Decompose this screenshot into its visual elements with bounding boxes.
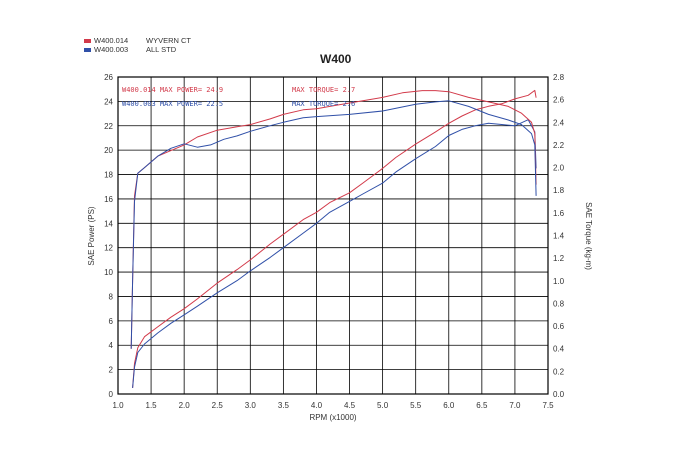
y2-tick-label: 2.2	[553, 141, 565, 150]
x-tick-label: 5.5	[410, 401, 422, 410]
legend-entry-red: W400.014 WYVERN CT	[84, 36, 191, 45]
x-tick-label: 6.5	[476, 401, 488, 410]
x-tick-label: 1.5	[146, 401, 158, 410]
y-tick-label: 16	[104, 195, 113, 204]
y-tick-label: 10	[104, 268, 113, 277]
y-tick-label: 14	[104, 219, 113, 228]
y-tick-label: 22	[104, 122, 113, 131]
x-tick-label: 5.0	[377, 401, 389, 410]
x-tick-label: 4.5	[344, 401, 356, 410]
y2-tick-label: 1.2	[553, 254, 565, 263]
y2-axis-label: SAE Torque (kg-m)	[584, 202, 593, 270]
y-tick-label: 12	[104, 244, 113, 253]
annotation-red-power: W400.014 MAX POWER= 24.9	[122, 86, 223, 94]
y-tick-label: 26	[104, 73, 113, 82]
legend-entry-blue: W400.003 ALL STD	[84, 45, 191, 54]
legend-desc-blue: ALL STD	[146, 45, 177, 54]
y2-tick-label: 1.6	[553, 209, 565, 218]
x-tick-label: 2.5	[212, 401, 224, 410]
y-tick-label: 2	[109, 366, 114, 375]
x-tick-label: 7.0	[509, 401, 521, 410]
grid	[117, 76, 549, 395]
chart-title: W400	[320, 52, 352, 66]
legend-swatch-red	[84, 38, 91, 43]
annotation-blue-power: W400.003 MAX POWER= 22.5	[122, 100, 223, 108]
y-tick-label: 6	[109, 317, 114, 326]
legend-name-blue: W400.003	[94, 45, 129, 54]
y2-tick-label: 0.8	[553, 299, 565, 308]
y2-tick-label: 0.4	[553, 345, 565, 354]
x-tick-label: 2.0	[179, 401, 191, 410]
y2-tick-label: 2.4	[553, 118, 565, 127]
x-tick-label: 7.5	[542, 401, 554, 410]
y-tick-label: 24	[104, 97, 113, 106]
y2-tick-label: 2.0	[553, 164, 565, 173]
x-tick-label: 3.5	[278, 401, 290, 410]
annotation-blue-torque: MAX TORQUE= 2.6	[292, 100, 355, 108]
plot-frame	[117, 76, 549, 395]
legend-swatch-blue	[84, 47, 91, 52]
y2-tick-label: 1.8	[553, 186, 565, 195]
annotation-red-torque: MAX TORQUE= 2.7	[292, 86, 355, 94]
y2-tick-label: 2.6	[553, 96, 565, 105]
y2-tick-label: 1.0	[553, 277, 565, 286]
y-tick-label: 4	[109, 341, 114, 350]
series-line-w400-003-power	[132, 119, 537, 388]
x-axis-label: RPM (x1000)	[309, 413, 356, 422]
tick-labels: 1.0 1.5 2.0 2.5 3.0 3.5 4.0 4.5 5.0 5.5 6.0 6.5 7.0 7…	[104, 73, 565, 410]
x-tick-label: 3.0	[245, 401, 257, 410]
legend-name-red: W400.014	[94, 36, 129, 45]
y2-tick-label: 0.2	[553, 367, 565, 376]
y-tick-label: 8	[109, 292, 114, 301]
y-tick-label: 20	[104, 146, 113, 155]
series-lines	[130, 89, 537, 388]
legend: W400.014 WYVERN CT W400.003 ALL STD	[84, 36, 191, 54]
y2-tick-label: 0.0	[553, 390, 565, 399]
x-tick-label: 1.0	[112, 401, 124, 410]
y-axis-label: SAE Power (PS)	[87, 206, 96, 265]
x-tick-label: 4.0	[311, 401, 323, 410]
y-tick-label: 0	[109, 390, 114, 399]
series-line-w400-003-torque	[130, 100, 537, 349]
y2-tick-label: 0.6	[553, 322, 565, 331]
legend-desc-red: WYVERN CT	[146, 36, 191, 45]
y-tick-label: 18	[104, 171, 113, 180]
series-line-w400-014-power	[132, 89, 537, 388]
y2-tick-label: 2.8	[553, 73, 565, 82]
x-tick-label: 6.0	[443, 401, 455, 410]
y2-tick-label: 1.4	[553, 232, 565, 241]
